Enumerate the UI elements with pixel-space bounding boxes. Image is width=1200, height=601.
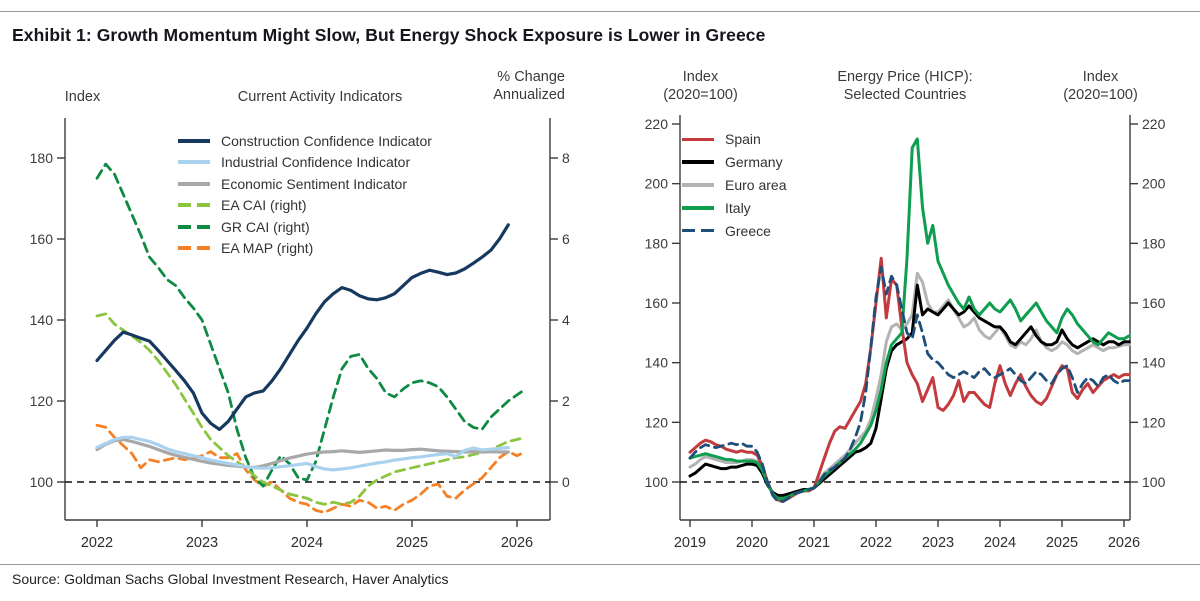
energy-price-right-tick-label: 160: [1142, 295, 1166, 311]
energy-price-right-tick-label: 120: [1142, 414, 1166, 430]
left-chart-left-axis-title: Index: [64, 89, 101, 105]
legend-item: EA CAI (right): [178, 195, 432, 217]
current-activity-left-tick-label: 100: [30, 474, 54, 490]
gr-cai-right-line: [95, 162, 528, 488]
source-line: Source: Goldman Sachs Global Investment …: [12, 571, 449, 587]
legend-item: Spain: [682, 128, 786, 151]
legend-swatch-ea-cai: [178, 203, 210, 208]
current-activity-right-tick-label: 8: [562, 150, 570, 166]
current-activity-x-tick-label: 2025: [396, 535, 428, 551]
energy-price-left-tick-label: 100: [645, 474, 669, 490]
legend-current-activity: Construction Confidence Indicator Indust…: [178, 130, 432, 259]
energy-price-x-tick-label: 2021: [798, 535, 830, 551]
energy-price-x-tick-label: 2026: [1108, 535, 1140, 551]
energy-price-left-tick-label: 140: [645, 355, 669, 371]
industrial-confidence-indicator-line: [95, 435, 510, 472]
energy-price-right-tick-label: 140: [1142, 355, 1166, 371]
construction-confidence-indicator-line: [95, 223, 510, 431]
right-chart-left-axis-title: Index (2020=100): [663, 69, 738, 103]
legend-item: Greece: [682, 219, 786, 242]
right-chart-title: Energy Price (HICP): Selected Countries: [837, 69, 973, 103]
current-activity-x-tick-label: 2026: [501, 535, 533, 551]
bottom-rule: [0, 564, 1200, 565]
legend-swatch-spain: [682, 137, 714, 142]
energy-price-x-tick-label: 2022: [860, 535, 892, 551]
energy-price-left-tick-label: 120: [645, 414, 669, 430]
legend-label: Germany: [725, 154, 783, 171]
legend-label: EA CAI (right): [221, 197, 307, 214]
current-activity-right-tick-label: 2: [562, 393, 570, 409]
energy-price-left-tick-label: 180: [645, 235, 669, 251]
energy-price-right-tick-label: 100: [1142, 474, 1166, 490]
legend-label: GR CAI (right): [221, 218, 310, 235]
current-activity-right-tick-label: 6: [562, 231, 570, 247]
energy-price-right-tick-label: 180: [1142, 235, 1166, 251]
legend-item: Euro area: [682, 174, 786, 197]
current-activity-right-tick-label: 4: [562, 312, 570, 328]
energy-price-right-tick-label: 220: [1142, 116, 1166, 132]
current-activity-left-tick-label: 120: [30, 393, 54, 409]
legend-item: Italy: [682, 196, 786, 219]
energy-price-x-tick-label: 2019: [674, 535, 706, 551]
legend-label: Industrial Confidence Indicator: [221, 154, 411, 171]
energy-price-left-tick-label: 160: [645, 295, 669, 311]
legend-swatch-sentiment: [178, 181, 210, 186]
ea-map-right-line: [95, 423, 528, 514]
legend-label: EA MAP (right): [221, 240, 314, 257]
legend-item: Industrial Confidence Indicator: [178, 152, 432, 174]
energy-price-x-tick-label: 2020: [736, 535, 768, 551]
left-chart-title: Current Activity Indicators: [237, 89, 403, 105]
legend-label: Euro area: [725, 176, 787, 193]
legend-label: Construction Confidence Indicator: [221, 132, 432, 149]
exhibit-title: Exhibit 1: Growth Momentum Might Slow, B…: [12, 25, 766, 45]
current-activity-right-tick-label: 0: [562, 474, 570, 490]
legend-swatch-italy: [682, 205, 714, 210]
energy-price-x-tick-label: 2024: [984, 535, 1016, 551]
ea-cai-right-line: [95, 312, 528, 506]
legend-item: Germany: [682, 151, 786, 174]
legend-label: Italy: [725, 199, 751, 216]
legend-swatch-ea-map: [178, 246, 210, 251]
legend-swatch-greece: [682, 228, 714, 233]
legend-swatch-industrial: [178, 160, 210, 165]
current-activity-left-tick-label: 180: [30, 150, 54, 166]
legend-energy-price: Spain Germany Euro area Italy Greece: [682, 128, 786, 242]
current-activity-x-tick-label: 2023: [186, 535, 218, 551]
current-activity-left-tick-label: 140: [30, 312, 54, 328]
energy-price-right-tick-label: 200: [1142, 176, 1166, 192]
energy-price-left-tick-label: 200: [645, 176, 669, 192]
right-chart-right-axis-title: Index (2020=100): [1063, 69, 1138, 103]
energy-price-x-tick-label: 2023: [922, 535, 954, 551]
greece-line: [688, 265, 1131, 503]
top-rule: [0, 11, 1200, 12]
legend-label: Spain: [725, 131, 761, 148]
energy-price-left-tick-label: 220: [645, 116, 669, 132]
current-activity-left-tick-label: 160: [30, 231, 54, 247]
left-chart-right-axis-title: % Change Annualized: [493, 69, 565, 103]
legend-item: Economic Sentiment Indicator: [178, 173, 432, 195]
energy-price-x-tick-label: 2025: [1046, 535, 1078, 551]
current-activity-x-tick-label: 2022: [81, 535, 113, 551]
legend-swatch-germany: [682, 160, 714, 164]
legend-item: EA MAP (right): [178, 238, 432, 260]
legend-item: Construction Confidence Indicator: [178, 130, 432, 152]
legend-label: Economic Sentiment Indicator: [221, 175, 407, 192]
legend-swatch-euro-area: [682, 183, 714, 187]
economic-sentiment-indicator-line: [95, 437, 510, 469]
legend-swatch-construction: [178, 138, 210, 143]
current-activity-x-tick-label: 2024: [291, 535, 323, 551]
legend-label: Greece: [725, 222, 771, 239]
legend-swatch-gr-cai: [178, 224, 210, 229]
italy-line: [688, 137, 1131, 500]
legend-item: GR CAI (right): [178, 216, 432, 238]
